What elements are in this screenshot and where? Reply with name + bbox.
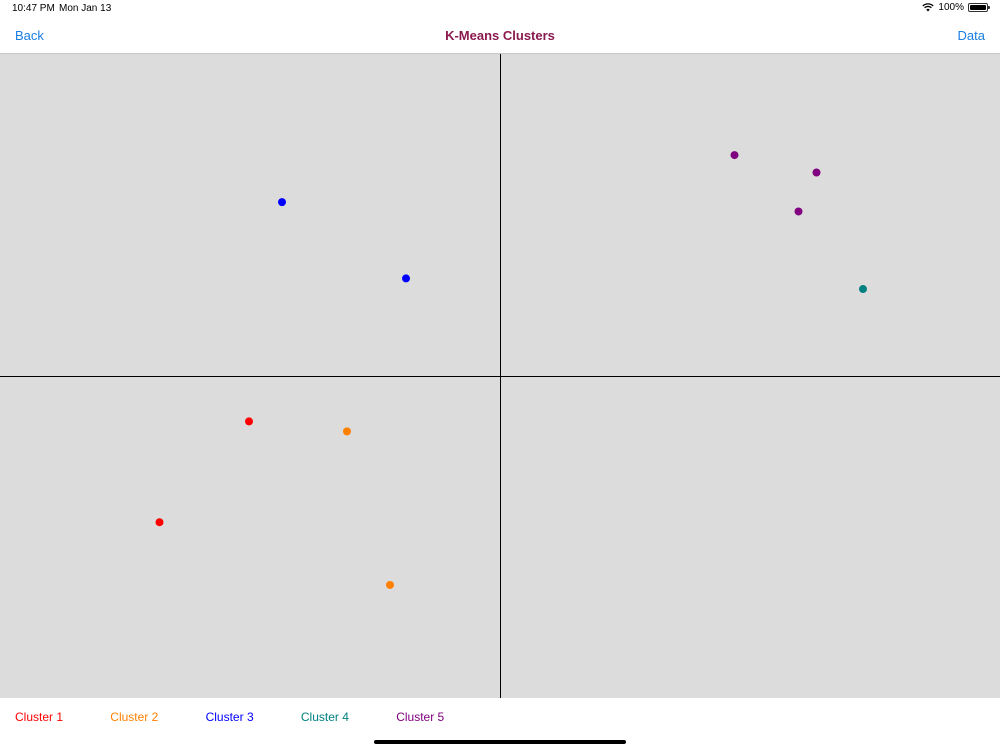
battery-icon — [968, 3, 990, 12]
cluster-5-point-2 — [812, 168, 821, 177]
data-button[interactable]: Data — [957, 28, 985, 43]
status-bar: 10:47 PM Mon Jan 13 100% — [0, 0, 1000, 18]
cluster-1-point-2 — [155, 518, 164, 527]
navigation-bar: Back K-Means Clusters Data — [0, 18, 1000, 54]
scatter-plot-svg — [0, 54, 1000, 698]
cluster-2-point-1 — [343, 427, 351, 436]
legend-item-cluster-5: Cluster 5 — [396, 710, 445, 724]
battery-percent: 100% — [938, 2, 964, 13]
cluster-1-point-1 — [245, 417, 253, 426]
status-right: 100% — [922, 2, 990, 13]
status-time: 10:47 PM — [12, 3, 55, 14]
cluster-3-point-2 — [402, 274, 410, 283]
cluster-5-point-3 — [794, 207, 803, 216]
legend-item-cluster-3: Cluster 3 — [205, 710, 254, 724]
cluster-legend: Cluster 1 Cluster 2 Cluster 3 Cluster 4 Clus… — [0, 698, 1000, 738]
legend-item-cluster-2: Cluster 2 — [110, 710, 159, 724]
scatter-plot — [0, 54, 1000, 698]
legend-item-cluster-1: Cluster 1 — [15, 710, 64, 724]
cluster-2-point-2 — [386, 580, 394, 589]
status-date: Mon Jan 13 — [59, 3, 112, 14]
page-title: K-Means Clusters — [445, 28, 555, 43]
back-button[interactable]: Back — [15, 28, 44, 43]
home-indicator[interactable] — [374, 740, 626, 744]
wifi-icon — [922, 3, 935, 12]
cluster-3-point-1 — [278, 198, 286, 207]
cluster-5-point-1 — [730, 151, 739, 160]
legend-item-cluster-4: Cluster 4 — [300, 710, 349, 724]
cluster-4-point-1 — [859, 285, 867, 294]
